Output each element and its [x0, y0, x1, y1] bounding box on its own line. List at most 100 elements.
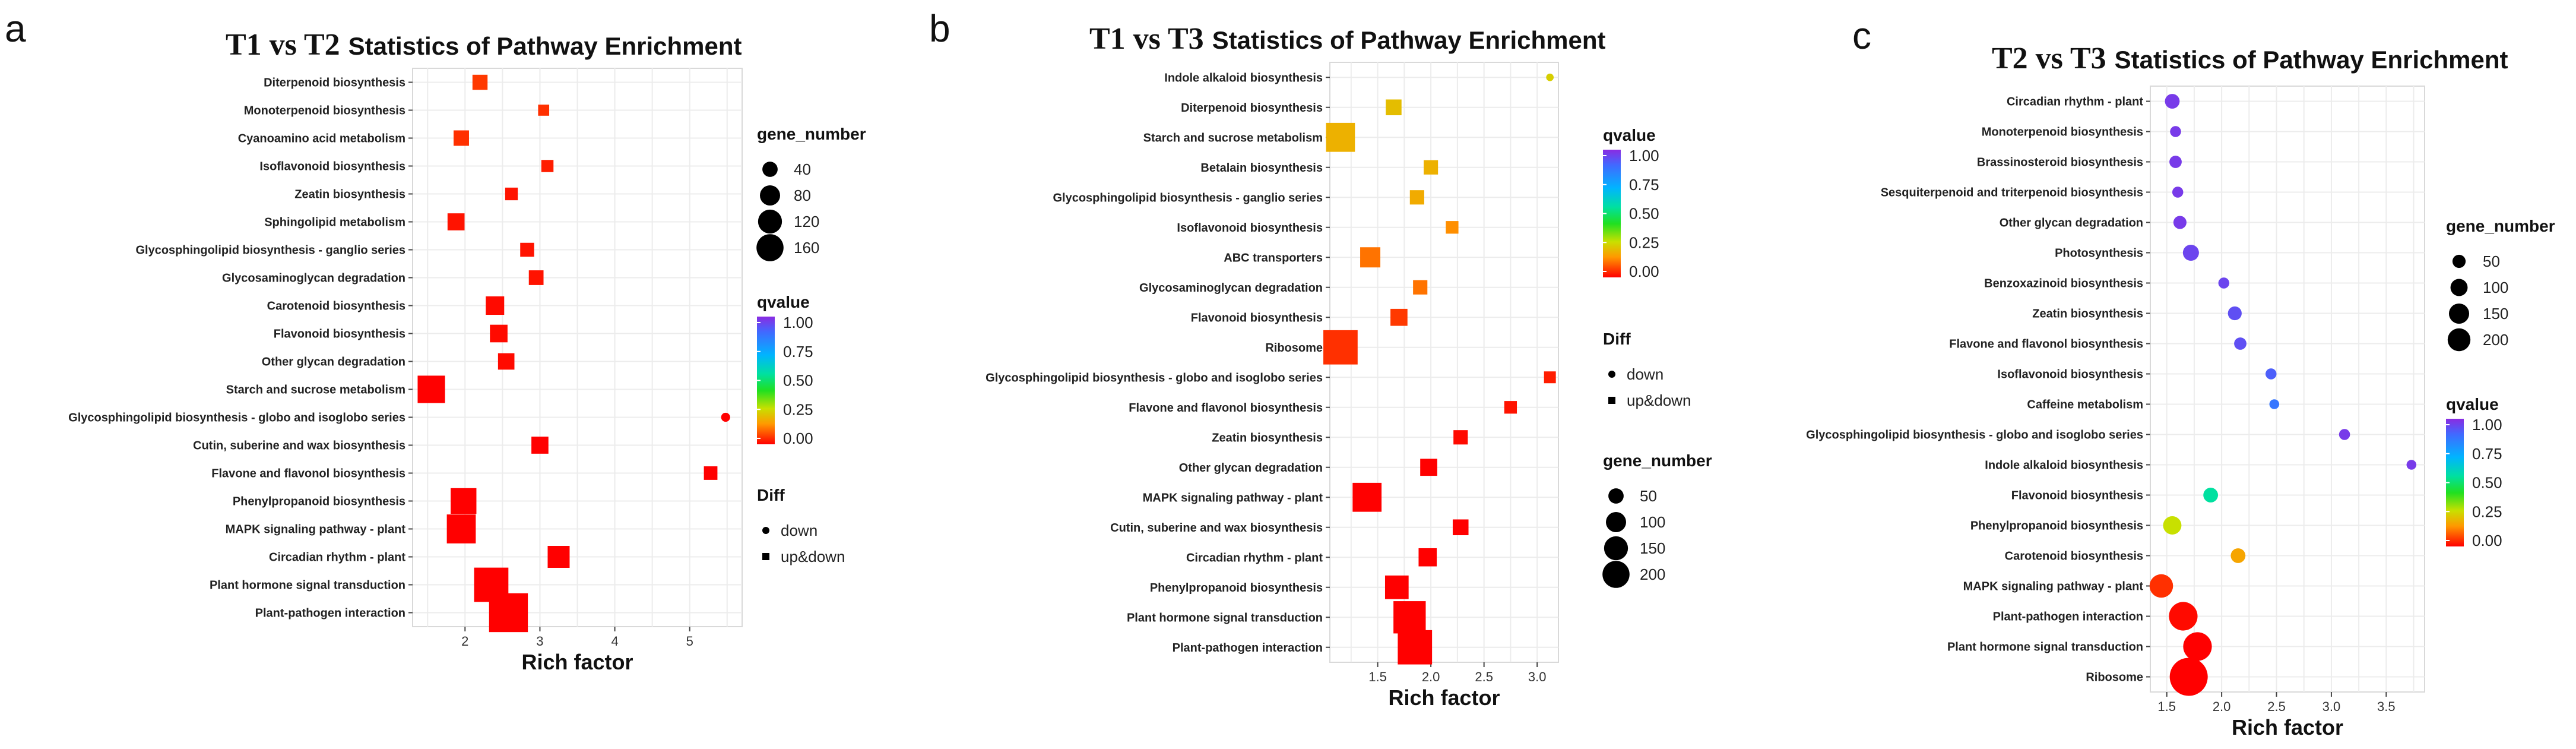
data-point-square	[1446, 221, 1459, 234]
pathway-label: Glycosphingolipid biosynthesis - globo a…	[1806, 429, 2143, 442]
data-point-circle	[2163, 516, 2182, 535]
chart-title: T2 vs T3 Statistics of Pathway Enrichment	[1992, 42, 2508, 75]
shape-legend-square	[762, 553, 769, 560]
shape-legend-label: down	[1627, 365, 1664, 383]
data-point-square	[1323, 330, 1358, 365]
data-point-square	[1398, 630, 1433, 665]
color-bar-tick-label: 1.00	[783, 314, 813, 331]
data-point-square	[528, 270, 544, 285]
data-point-circle	[2230, 548, 2246, 563]
pathway-label: Glycosphingolipid biosynthesis - ganglio…	[1053, 191, 1323, 204]
data-point-circle	[2183, 632, 2212, 661]
data-point-circle	[2169, 602, 2198, 631]
color-bar-tick-label: 1.00	[1629, 147, 1659, 165]
size-legend-dot	[2452, 254, 2466, 268]
data-point-square	[472, 74, 488, 90]
pathway-label: MAPK signaling pathway - plant	[1963, 580, 2144, 593]
shape-legend-title: Diff	[1603, 330, 1631, 348]
x-axis-label: Rich factor	[1388, 685, 1500, 710]
shape-legend-square	[1608, 397, 1615, 404]
data-point-circle	[721, 412, 730, 422]
data-point-square	[1386, 99, 1402, 116]
pathway-label: Circadian rhythm - plant	[2007, 96, 2143, 109]
pathway-label: Phenylpropanoid biosynthesis	[1150, 581, 1323, 595]
panel-letter: c	[1852, 14, 1871, 57]
pathway-label: Circadian rhythm - plant	[269, 551, 405, 564]
chart-title-comparison: T1 vs T3	[1089, 22, 1204, 56]
size-legend-label: 200	[1640, 565, 1665, 583]
pathway-label: MAPK signaling pathway - plant	[226, 523, 406, 536]
pathway-label: Cyanoamino acid metabolism	[238, 132, 405, 146]
x-tick-label: 2.5	[1475, 669, 1493, 684]
size-legend-dot	[756, 234, 784, 261]
pathway-label: Starch and sucrose metabolism	[226, 384, 405, 397]
pathway-label: Cutin, suberine and wax biosynthesis	[193, 440, 405, 453]
pathway-label: Flavonoid biosynthesis	[2011, 489, 2143, 503]
color-legend-title: qvalue	[757, 293, 810, 311]
panel-letter: b	[929, 7, 950, 50]
size-legend-label: 150	[2483, 305, 2508, 323]
color-bar-tick-label: 0.25	[2472, 503, 2502, 520]
pathway-label: Plant-pathogen interaction	[255, 607, 405, 620]
size-legend-label: 200	[2483, 331, 2508, 349]
data-point-square	[1504, 401, 1517, 414]
size-legend-dot	[2447, 328, 2471, 352]
data-point-square	[1452, 519, 1469, 536]
x-tick-label: 2.5	[2267, 699, 2286, 714]
size-legend-label: 100	[2483, 279, 2508, 296]
color-bar-tick-label: 0.00	[1629, 263, 1659, 280]
pathway-label: Plant hormone signal transduction	[210, 579, 405, 592]
data-point-circle	[2266, 368, 2277, 380]
pathway-label: Sesquiterpenoid and triterpenoid biosynt…	[1881, 187, 2143, 200]
pathway-label: Carotenoid biosynthesis	[267, 300, 405, 313]
panel-a-enrichment-plot: a T1 vs T2 Statistics of Pathway Enrichmen…	[5, 7, 866, 674]
pathway-label: Glycosphingolipid biosynthesis - globo a…	[68, 412, 405, 425]
pathway-label: Brassinosteroid biosynthesis	[1977, 156, 2143, 169]
data-point-square	[547, 546, 570, 568]
color-bar-tick-label: 0.50	[2472, 474, 2502, 492]
pathway-label: Isoflavonoid biosynthesis	[1177, 222, 1323, 235]
data-point-square	[1420, 459, 1437, 476]
pathway-label: Flavonoid biosynthesis	[1191, 311, 1323, 324]
pathway-label: Cutin, suberine and wax biosynthesis	[1110, 522, 1323, 535]
shape-legend-circle	[762, 527, 769, 534]
data-point-circle	[2339, 429, 2350, 440]
panel-b-enrichment-plot: b T1 vs T3 Statistics of Pathway Enrichmen…	[929, 7, 1712, 710]
data-point-circle	[2182, 244, 2199, 261]
pathway-label: Caffeine metabolism	[2027, 399, 2143, 412]
pathway-label: Starch and sucrose metabolism	[1143, 131, 1323, 144]
chart-title: T1 vs T2 Statistics of Pathway Enrichment	[226, 28, 742, 62]
color-bar-tick-label: 0.25	[783, 400, 813, 418]
data-point-square	[1390, 308, 1408, 326]
pathway-label: Plant hormone signal transduction	[1947, 641, 2143, 654]
shape-legend-label: up&down	[1627, 391, 1691, 409]
pathway-label: Carotenoid biosynthesis	[2005, 550, 2143, 563]
x-tick-label: 5	[686, 634, 693, 649]
pathway-label: Phenylpropanoid biosynthesis	[1970, 520, 2143, 533]
data-point-square	[1326, 122, 1355, 152]
data-point-square	[538, 105, 550, 116]
x-tick-label: 1.5	[1368, 669, 1387, 684]
pathway-label: Betalain biosynthesis	[1200, 162, 1323, 175]
data-point-circle	[2173, 216, 2187, 229]
size-legend-label: 80	[794, 187, 811, 204]
data-point-circle	[2172, 187, 2184, 198]
plot-area	[2150, 86, 2425, 693]
data-point-square	[1352, 482, 1382, 512]
pathway-label: Circadian rhythm - plant	[1186, 551, 1323, 564]
shape-legend-title: Diff	[757, 486, 785, 504]
data-point-square	[498, 353, 515, 370]
pathway-label: Benzoxazinoid biosynthesis	[1984, 277, 2143, 290]
pathway-label: MAPK signaling pathway - plant	[1143, 491, 1323, 504]
size-legend-title: gene_number	[1603, 451, 1712, 470]
data-point-circle	[1546, 73, 1554, 81]
chart-title-subtitle: Statistics of Pathway Enrichment	[1212, 26, 1606, 54]
pathway-label: Glycosaminoglycan degradation	[222, 272, 405, 285]
pathway-label: Plant-pathogen interaction	[1173, 641, 1323, 655]
size-legend-label: 50	[2483, 252, 2500, 270]
chart-title-subtitle: Statistics of Pathway Enrichment	[348, 32, 742, 60]
data-point-circle	[2165, 94, 2180, 109]
pathway-label: Glycosaminoglycan degradation	[1139, 282, 1323, 295]
data-point-square	[531, 437, 549, 454]
